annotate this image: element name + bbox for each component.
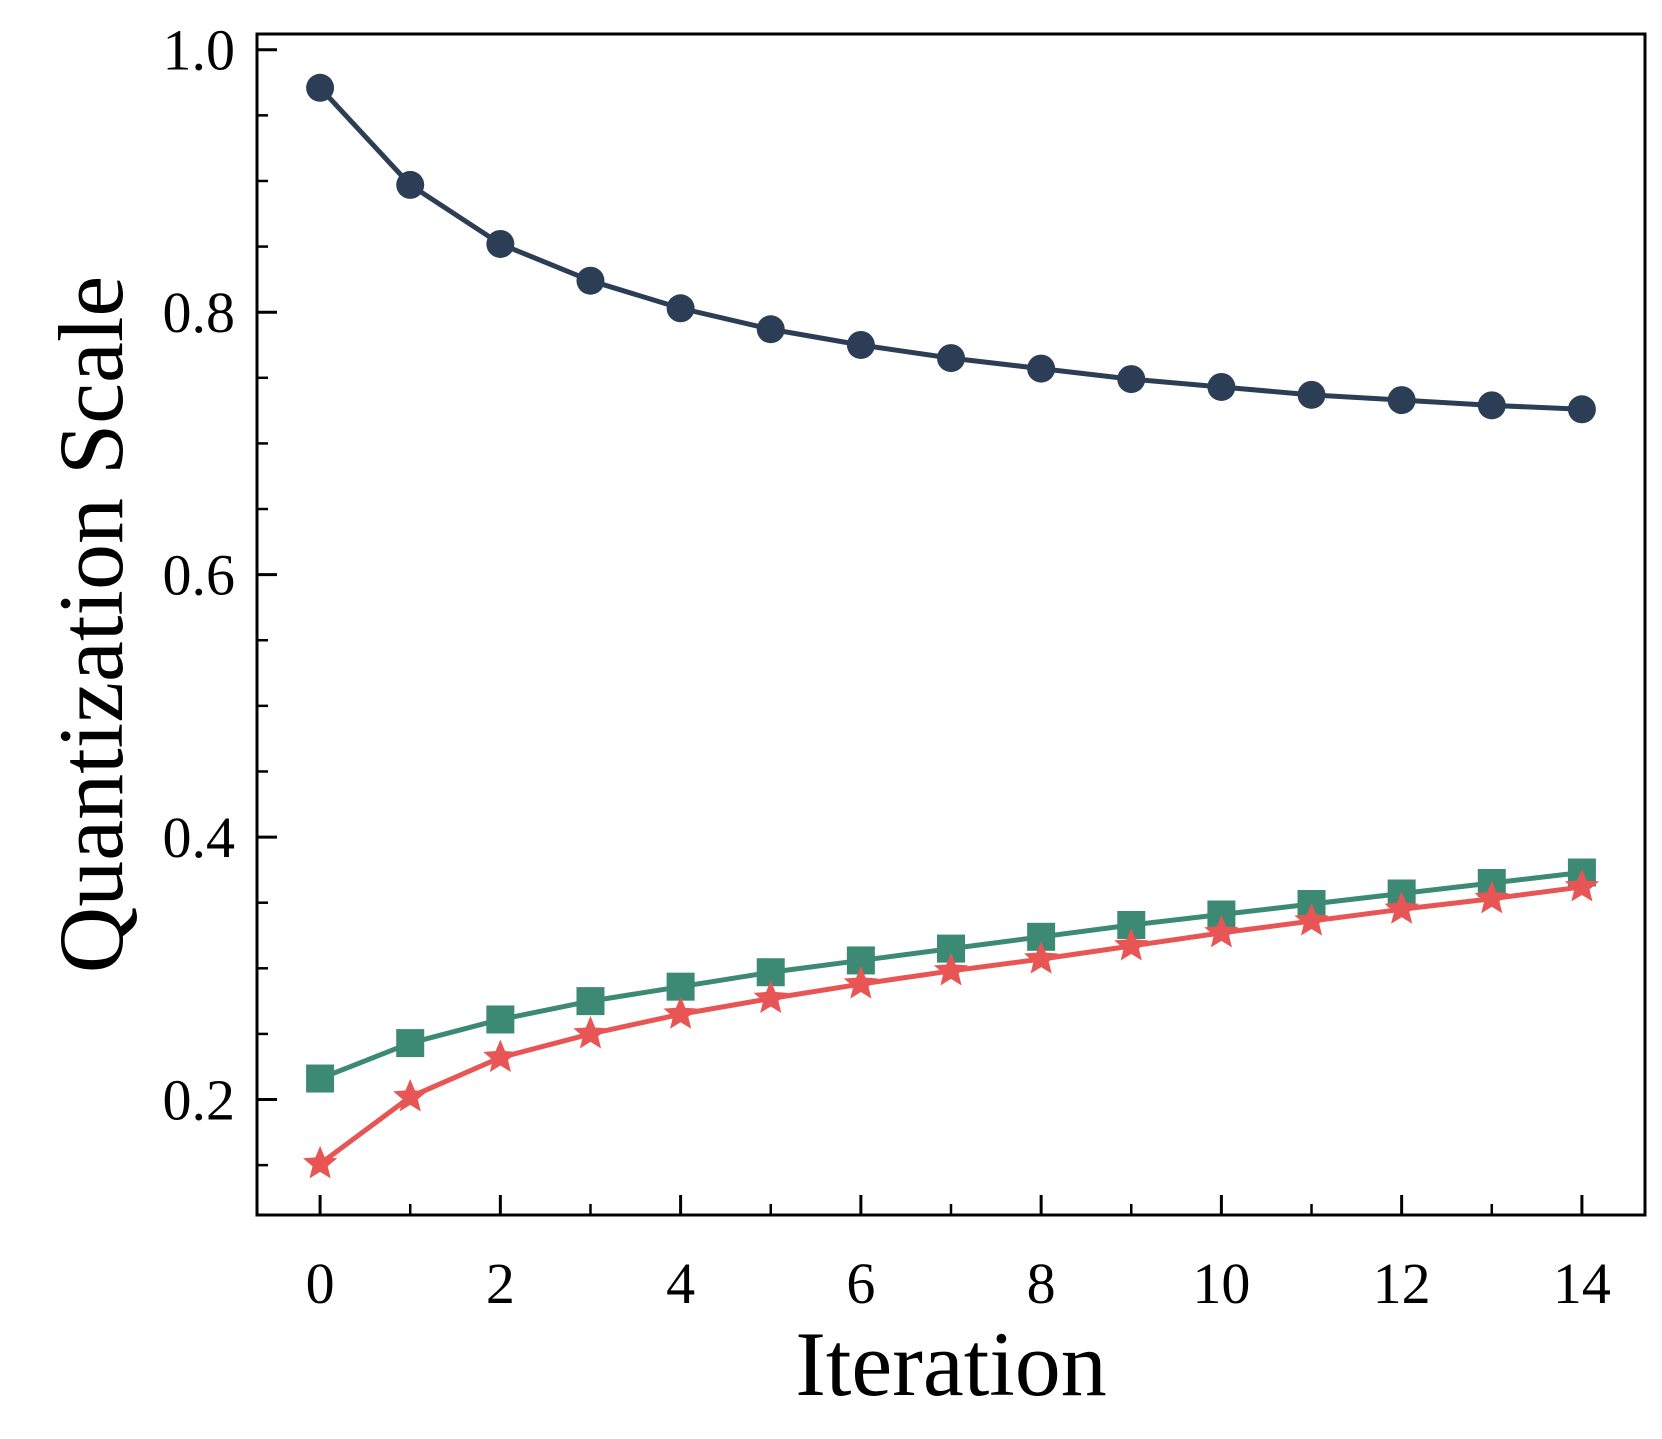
x-tick-label: 14 [1553, 1251, 1611, 1316]
y-tick-label: 0.4 [163, 805, 236, 870]
data-point [1204, 914, 1239, 948]
x-tick-label: 2 [486, 1251, 515, 1316]
y-tick-label: 0.2 [163, 1068, 236, 1133]
data-point [846, 330, 875, 359]
data-point [666, 972, 695, 1001]
data-point [306, 73, 335, 102]
data-point [396, 170, 425, 199]
x-tick-label: 6 [846, 1251, 875, 1316]
series-layer [302, 73, 1600, 1179]
data-point [756, 315, 785, 344]
data-point [1024, 941, 1059, 974]
data-point [306, 1064, 335, 1093]
tick-labels: 0 2 4 6 8 10 12 14 0.2 0.4 0.6 0.8 1.0 [163, 18, 1611, 1316]
data-point [1564, 868, 1600, 902]
series-2 [306, 858, 1596, 1093]
x-tick-label: 8 [1027, 1251, 1056, 1316]
y-tick-label: 1.0 [163, 18, 236, 83]
data-point [1117, 365, 1146, 394]
data-point [753, 980, 788, 1014]
data-point [1477, 391, 1506, 420]
y-axis-title: Quantization Scale [40, 276, 142, 973]
data-point [483, 1039, 518, 1073]
data-point [1474, 880, 1509, 914]
data-point [666, 294, 695, 323]
data-point [1294, 903, 1329, 936]
data-point [1384, 891, 1419, 924]
axis-ticks [257, 48, 1584, 1215]
data-point [576, 987, 605, 1016]
data-point [1114, 927, 1149, 961]
data-point [1207, 372, 1236, 401]
data-point [1387, 386, 1416, 415]
data-point [843, 966, 878, 999]
y-tick-label: 0.8 [163, 280, 236, 345]
x-tick-label: 0 [306, 1251, 335, 1316]
data-point [576, 266, 605, 295]
data-point [396, 1029, 425, 1058]
x-tick-label: 10 [1192, 1251, 1250, 1316]
data-point [486, 1005, 515, 1034]
data-point [663, 996, 698, 1029]
data-point [393, 1078, 428, 1112]
data-point [1297, 380, 1326, 409]
data-point [1567, 395, 1596, 424]
data-point [937, 344, 965, 373]
data-point [1027, 354, 1056, 383]
x-tick-label: 4 [666, 1251, 695, 1316]
plot-frame [255, 32, 1647, 1217]
y-tick-label: 0.6 [163, 543, 236, 608]
series-3 [302, 868, 1600, 1179]
data-point [486, 229, 515, 258]
data-point [933, 952, 969, 986]
series-1 [306, 73, 1596, 424]
x-tick-label: 12 [1373, 1251, 1431, 1316]
data-point [302, 1145, 338, 1179]
data-point [573, 1015, 608, 1049]
x-axis-title: Iteration [795, 1313, 1107, 1415]
